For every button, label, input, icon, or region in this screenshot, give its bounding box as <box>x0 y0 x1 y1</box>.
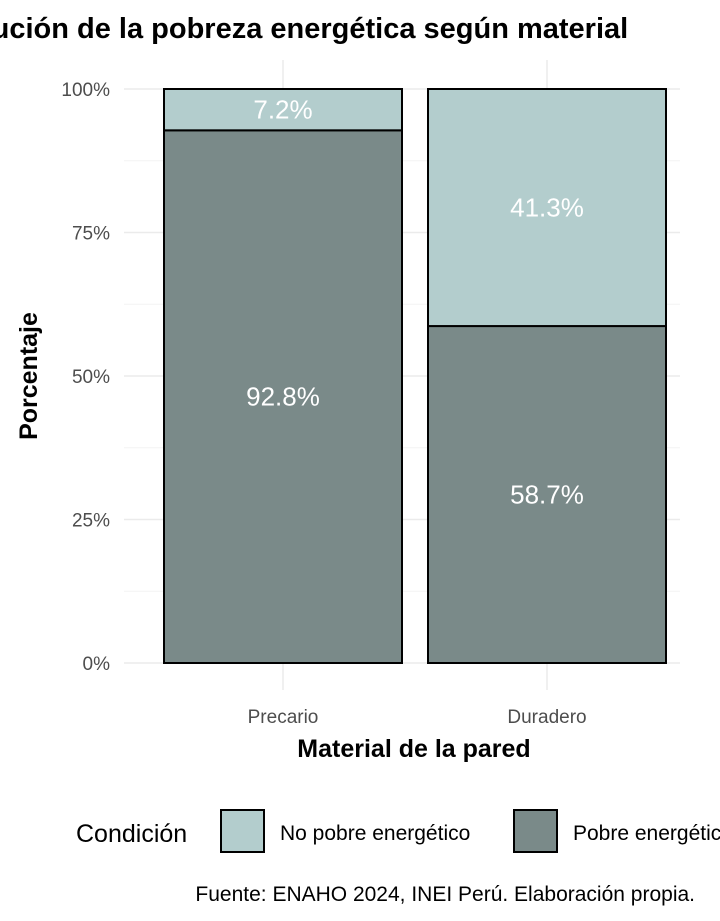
legend-label-no-pobre: No pobre energético <box>280 822 470 845</box>
bar-segment <box>427 88 667 328</box>
legend-swatch-no-pobre <box>220 809 265 853</box>
bars: 92.8% 7.2% 58.7% 41.3% <box>163 88 667 664</box>
bar-segment <box>163 129 403 664</box>
y-axis-label: Porcentaje <box>15 312 43 440</box>
legend-swatch-pobre <box>513 809 558 853</box>
bar-segment <box>163 88 403 132</box>
x-tick-label: Precario <box>248 707 319 728</box>
y-tick-label: 0% <box>83 654 111 675</box>
bar-data-label: 58.7% <box>510 480 584 510</box>
y-tick-label: 100% <box>61 80 110 101</box>
legend-label-pobre: Pobre energético <box>573 822 720 845</box>
x-tick-label: Duradero <box>507 707 586 728</box>
bar-data-label: 7.2% <box>253 95 312 125</box>
y-tick-label: 75% <box>72 224 110 245</box>
y-tick-label: 50% <box>72 367 110 388</box>
caption: Fuente: ENAHO 2024, INEI Perú. Elaboraci… <box>195 883 695 906</box>
x-axis-ticks: Precario Duradero <box>248 707 587 728</box>
y-tick-label: 25% <box>72 511 110 532</box>
bar-data-label: 41.3% <box>510 193 584 223</box>
bar-segment <box>427 325 667 664</box>
y-axis-ticks: 0% 25% 50% 75% 100% <box>61 80 110 675</box>
x-axis-label: Material de la pared <box>297 735 530 763</box>
chart-title: Distribución de la pobreza energética se… <box>0 13 628 45</box>
bar-data-label: 92.8% <box>246 382 320 412</box>
legend: Condición No pobre energético Pobre ener… <box>76 809 720 853</box>
legend-title: Condición <box>76 820 187 848</box>
